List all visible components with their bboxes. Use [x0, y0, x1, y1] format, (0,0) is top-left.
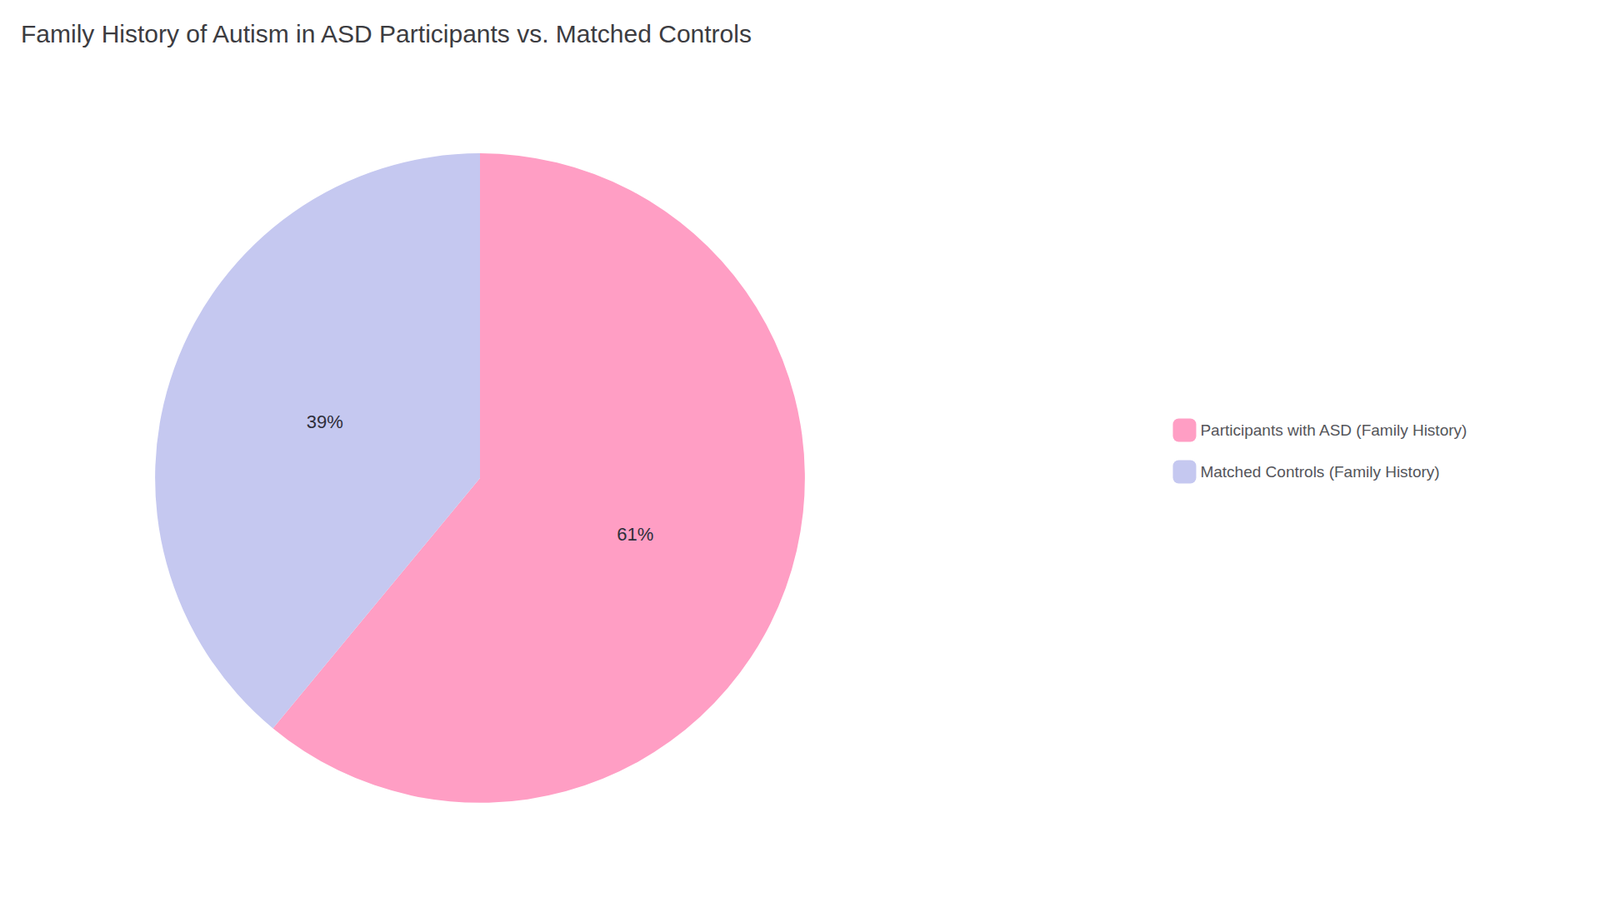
svg-text:Matched Controls (Family Histo: Matched Controls (Family History): [1200, 463, 1440, 481]
svg-text:39%: 39%: [306, 411, 344, 433]
svg-text:Participants with ASD (Family: Participants with ASD (Family History): [1200, 421, 1467, 440]
svg-text:Family History of Autism in AS: Family History of Autism in ASD Particip…: [20, 20, 752, 48]
svg-text:61%: 61%: [616, 524, 654, 545]
